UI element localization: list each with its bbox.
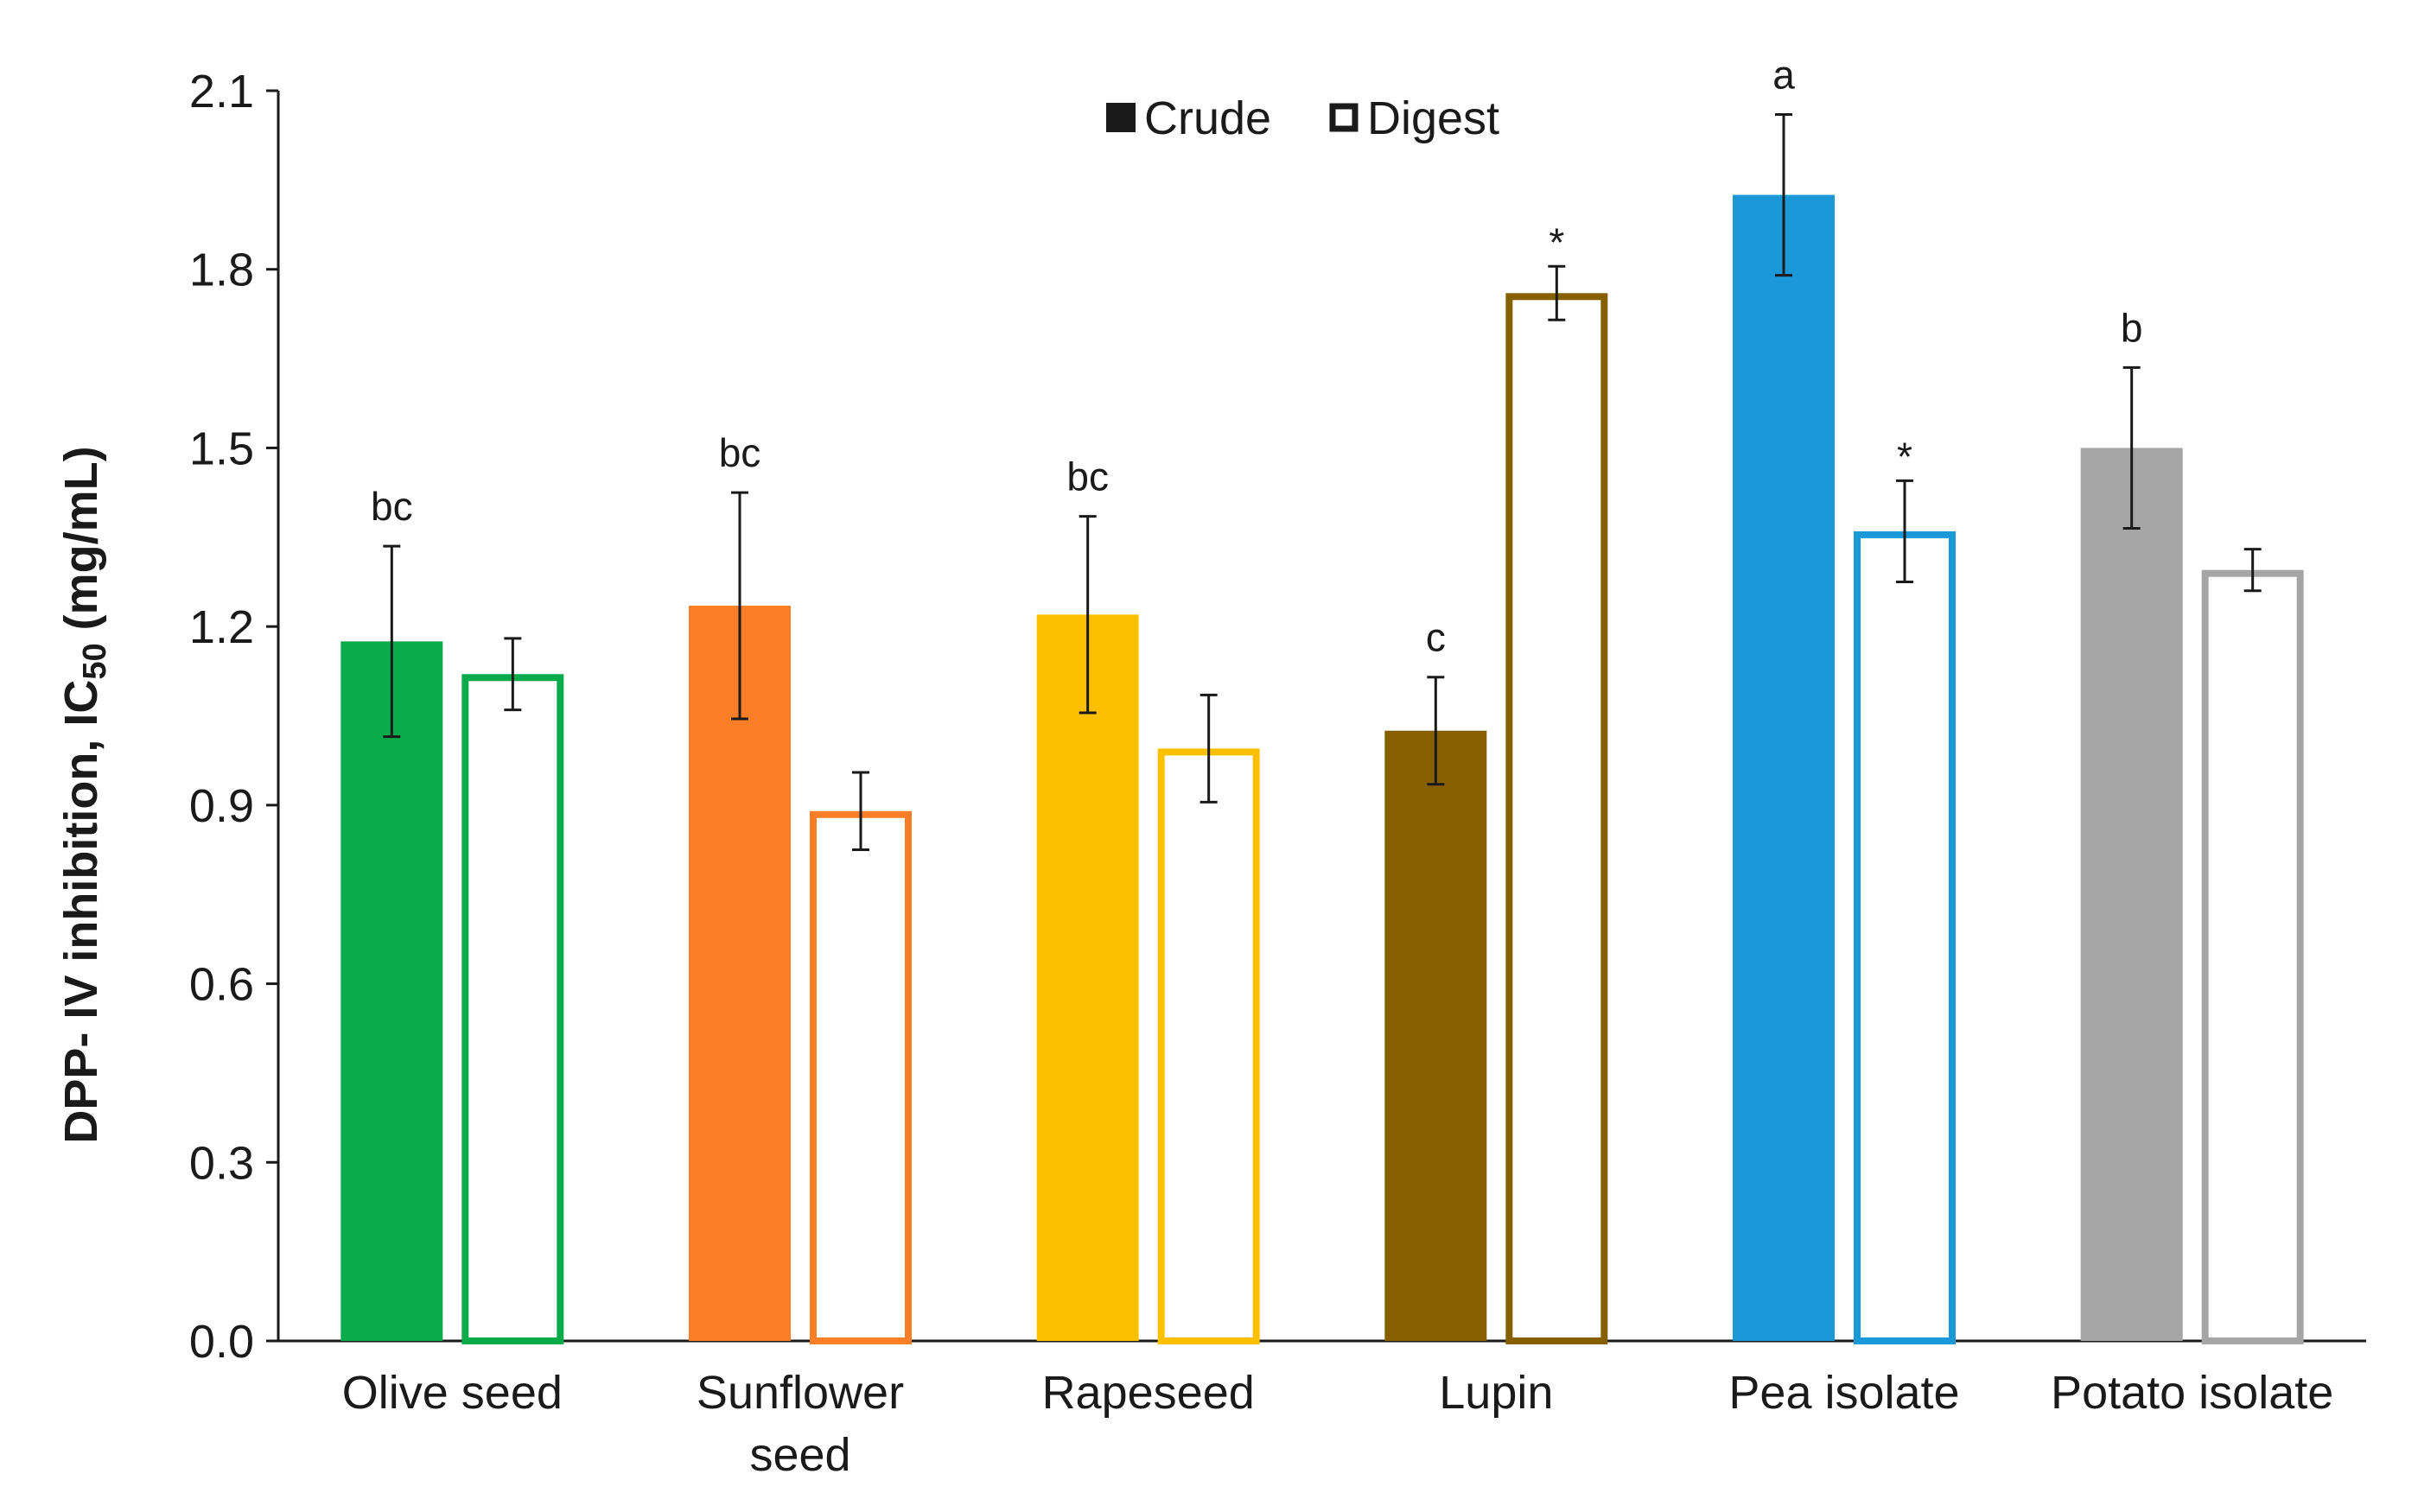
legend-swatch-crude xyxy=(1106,103,1136,132)
significance-asterisk: * xyxy=(1897,434,1912,479)
category-label: Sunflower xyxy=(697,1367,904,1419)
y-tick-label: 0.9 xyxy=(189,780,254,832)
bar-crude xyxy=(340,641,443,1341)
significance-letter: c xyxy=(1426,615,1446,660)
bar-crude xyxy=(1384,730,1487,1341)
annotations-layer: bc bc bc c * a * b xyxy=(371,53,2142,660)
y-tick-label: 2.1 xyxy=(189,66,254,118)
category-label: Lupin xyxy=(1439,1367,1553,1419)
category-labels: Olive seed Sunflower seed Rapeseed Lupin Pea … xyxy=(342,1367,2334,1481)
legend-label: Digest xyxy=(1367,92,1499,144)
legend-label: Crude xyxy=(1144,92,1271,144)
bar-crude xyxy=(1733,194,1835,1341)
bar-digest xyxy=(2201,569,2304,1344)
bar-digest xyxy=(1854,530,1956,1344)
y-tick-label: 0.3 xyxy=(189,1137,254,1189)
bar-digest xyxy=(1157,748,1260,1344)
y-tick-label: 1.2 xyxy=(189,601,254,653)
y-tick-label: 0.0 xyxy=(189,1316,254,1368)
bar-crude xyxy=(689,606,791,1341)
axes: 0.0 0.3 0.6 0.9 1.2 1.5 1.8 2.1 xyxy=(189,66,2366,1368)
y-axis-label: DPP- IV inhibition, IC50 (mg/mL) xyxy=(55,446,113,1143)
category-label: Rapeseed xyxy=(1042,1367,1255,1419)
category-label: seed xyxy=(749,1429,850,1481)
error-bars-layer xyxy=(383,113,2262,852)
y-tick-label: 1.5 xyxy=(189,422,254,474)
bar-digest xyxy=(810,810,912,1344)
bar-digest xyxy=(1505,293,1608,1344)
significance-letter: bc xyxy=(1066,454,1109,499)
legend-swatch-digest xyxy=(1329,103,1359,132)
significance-letter: bc xyxy=(371,484,413,529)
y-axis-label-unit: (mg/mL) xyxy=(55,446,107,643)
category-label: Potato isolate xyxy=(2051,1367,2333,1419)
y-axis-label-subscript: 50 xyxy=(77,643,113,679)
bar-crude xyxy=(2080,448,2183,1341)
significance-asterisk: * xyxy=(1549,219,1564,264)
significance-letter: b xyxy=(2121,305,2143,350)
category-label: Pea isolate xyxy=(1728,1367,1959,1419)
y-tick-label: 1.8 xyxy=(189,245,254,296)
bar-digest xyxy=(461,674,564,1344)
significance-letter: a xyxy=(1772,53,1795,98)
svg-text:DPP- IV inhibition, IC50 (mg/m: DPP- IV inhibition, IC50 (mg/mL) xyxy=(55,446,113,1143)
bar-crude xyxy=(1036,614,1139,1341)
y-axis-label-main: DPP- IV inhibition, IC xyxy=(55,680,107,1144)
bars-layer xyxy=(340,194,2304,1344)
legend: Crude Digest xyxy=(1106,92,1499,144)
category-label: Olive seed xyxy=(342,1367,563,1419)
y-tick-label: 0.6 xyxy=(189,959,254,1011)
significance-letter: bc xyxy=(719,430,761,475)
